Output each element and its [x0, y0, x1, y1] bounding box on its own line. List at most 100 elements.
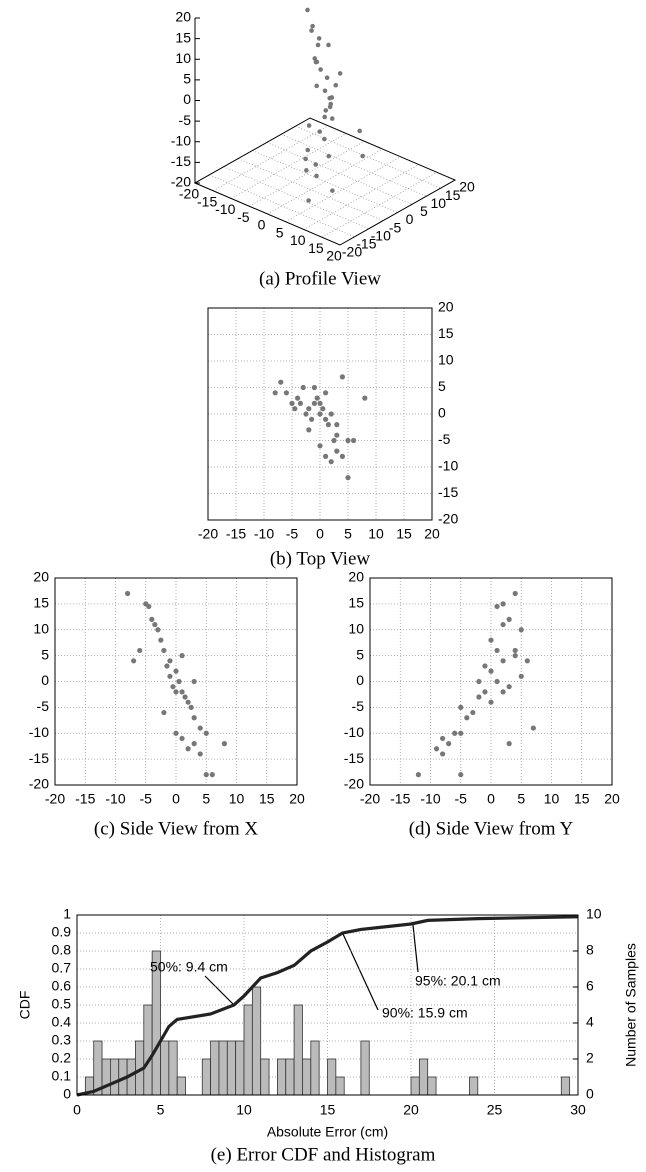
y-tick-label: 10 — [438, 352, 454, 368]
x-tick-label: 15 — [308, 240, 324, 256]
x-tick-label: 15 — [259, 791, 275, 807]
point — [327, 104, 333, 110]
y-tick-label: -20 — [29, 776, 49, 792]
z-tick-label: 0 — [183, 91, 191, 107]
point — [494, 678, 500, 685]
y-tick-label: 0.9 — [52, 924, 72, 940]
point — [325, 422, 331, 428]
annotation: 50%: 9.4 cm — [150, 959, 228, 975]
point — [272, 390, 278, 396]
caption: (d) Side View from Y — [409, 818, 574, 839]
y-tick-label: 0.7 — [52, 960, 72, 976]
x-tick-label: 20 — [424, 526, 440, 542]
x-tick-label: -20 — [198, 526, 218, 542]
x-tick-label: 15 — [320, 1102, 336, 1118]
point — [306, 198, 311, 203]
y-tick-label: -15 — [356, 236, 376, 252]
histogram-bar — [101, 1058, 111, 1096]
point — [324, 75, 330, 80]
point — [188, 704, 194, 710]
y2-axis-label: Number of Samples — [623, 943, 639, 1067]
y-tick-label: -5 — [37, 698, 50, 714]
plot-frame — [54, 577, 298, 786]
point — [512, 647, 518, 654]
point — [322, 88, 328, 94]
y-tick-label: 0.5 — [52, 996, 72, 1012]
x-tick-label: 0 — [73, 1102, 81, 1118]
point — [314, 173, 319, 179]
histogram-bar — [560, 1076, 571, 1096]
grid-line — [212, 125, 329, 192]
point — [334, 448, 340, 454]
histogram-bar — [168, 1040, 178, 1096]
histogram-bar — [160, 1040, 170, 1096]
point — [415, 772, 421, 778]
point — [323, 390, 329, 396]
point — [452, 730, 458, 736]
point — [440, 735, 446, 742]
grid-line — [249, 140, 365, 207]
x-tick-label: -15 — [226, 526, 246, 542]
x-tick-label: 5 — [276, 224, 284, 240]
x-tick-label: 5 — [202, 791, 210, 807]
point — [458, 772, 464, 778]
x-tick-label: 0 — [172, 791, 180, 807]
point — [488, 637, 494, 643]
x-tick-label: 10 — [229, 791, 245, 807]
point — [351, 437, 357, 444]
point — [278, 379, 284, 385]
y-tick-label: 10 — [33, 620, 49, 636]
histogram-bar — [293, 1004, 303, 1096]
histogram-bar — [235, 1040, 245, 1096]
y-tick-label: -10 — [29, 724, 49, 740]
point — [500, 621, 506, 628]
point — [323, 416, 329, 422]
histogram-bar — [218, 1040, 228, 1096]
x-tick-label: 0 — [316, 526, 324, 542]
x-tick-label: -15 — [197, 193, 217, 209]
histogram-bar — [335, 1076, 345, 1096]
y-tick-label: -5 — [352, 698, 365, 714]
point — [191, 678, 197, 685]
point — [512, 653, 518, 659]
point — [488, 699, 494, 705]
caption: (c) Side View from X — [94, 818, 258, 839]
y-tick-label: 20 — [348, 569, 364, 585]
point — [323, 108, 329, 113]
x-tick-label: 20 — [604, 791, 620, 807]
annotation-leader — [412, 924, 419, 973]
point — [506, 741, 512, 747]
histogram-bar — [143, 1004, 153, 1096]
x-tick-label: -10 — [105, 791, 125, 807]
point — [470, 709, 476, 716]
y-tick-label: 0.6 — [52, 978, 72, 994]
histogram-bar — [243, 1004, 253, 1096]
y2-tick-label: 2 — [586, 1050, 594, 1066]
point — [158, 637, 164, 643]
histogram-bar — [360, 1040, 370, 1096]
y-tick-label: 0.1 — [52, 1068, 72, 1084]
point — [131, 658, 137, 664]
point — [518, 627, 524, 633]
x-tick-label: 0 — [258, 217, 266, 233]
plot-frame — [76, 914, 579, 1096]
y-tick-label: 15 — [33, 595, 49, 611]
point — [191, 715, 197, 721]
point — [303, 156, 308, 162]
x-tick-label: 30 — [570, 1102, 586, 1118]
x-tick-label: -15 — [75, 791, 95, 807]
point — [310, 23, 315, 29]
z-tick-label: -20 — [171, 174, 191, 190]
x-tick-label: 20 — [289, 791, 305, 807]
y-tick-label: 0 — [63, 1086, 71, 1102]
histogram-bar — [310, 1040, 320, 1096]
point — [309, 28, 314, 33]
x-tick-label: 10 — [290, 232, 306, 248]
histogram-bar — [327, 1058, 337, 1096]
grid-line — [321, 171, 438, 238]
z-tick-label: -10 — [171, 132, 191, 148]
point — [125, 590, 131, 597]
point — [283, 390, 289, 396]
histogram-bar — [176, 1076, 186, 1096]
